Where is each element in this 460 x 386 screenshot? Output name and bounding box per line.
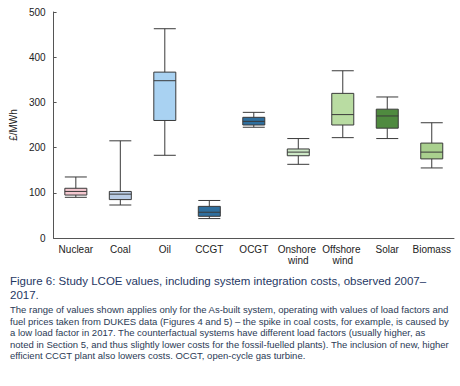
svg-text:100: 100 [29,187,46,198]
html-text:Figure 6: Study LCOE values, i: Figure 6: Study LCOE values, including s… [10,275,427,301]
svg-text:Nuclear: Nuclear [59,244,94,255]
svg-text:wind: wind [331,255,353,266]
svg-text:wind: wind [287,255,309,266]
svg-text:Onshore: Onshore [278,244,319,255]
svg-text:0: 0 [40,233,46,244]
html-text:The range of values shown appl: The range of values shown applies only f… [10,304,449,362]
svg-text:CCGT: CCGT [195,244,223,255]
svg-text:Biomass: Biomass [413,244,451,255]
svg-text:OCGT: OCGT [239,244,268,255]
svg-text:Oil: Oil [159,244,171,255]
svg-text:500: 500 [29,7,46,18]
svg-text:400: 400 [29,52,46,63]
svg-text:Coal: Coal [110,244,131,255]
svg-text:200: 200 [29,142,46,153]
svg-text:£/MWh: £/MWh [8,109,19,141]
svg-text:300: 300 [29,97,46,108]
svg-text:Solar: Solar [376,244,400,255]
svg-text:Offshore: Offshore [322,244,363,255]
